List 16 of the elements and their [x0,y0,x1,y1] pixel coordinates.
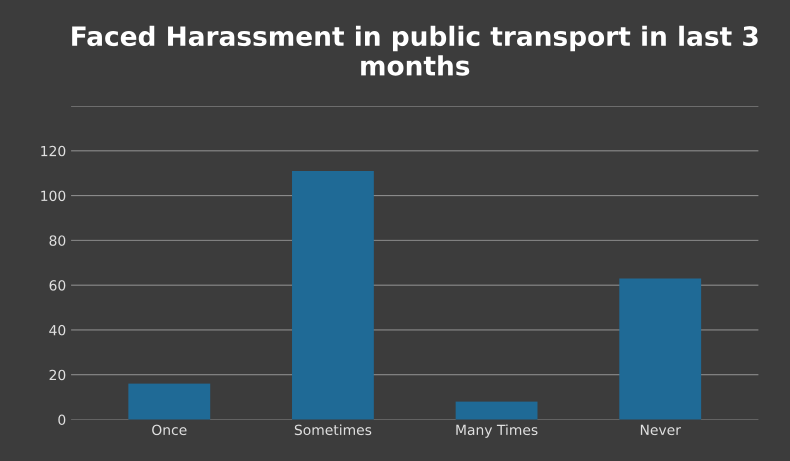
chart-title: Faced Harassment in public transport in last 3 months [72,26,758,76]
x-tick-label: Many Times [456,424,538,438]
y-tick-label: 0 [58,414,66,425]
x-tick-label: Never [640,424,681,436]
x-tick-label: Sometimes [294,424,372,436]
y-tick-label: 40 [49,324,66,336]
y-tick-label: 80 [50,235,66,246]
bar [292,170,374,420]
bar [619,278,702,420]
bar [128,384,210,420]
x-tick-label: Once [152,424,187,436]
y-tick-label: 60 [50,280,66,291]
y-tick-label: 100 [41,190,66,202]
y-tick-label: 120 [41,146,66,156]
bar [456,402,538,420]
y-tick-label: 20 [50,370,66,380]
